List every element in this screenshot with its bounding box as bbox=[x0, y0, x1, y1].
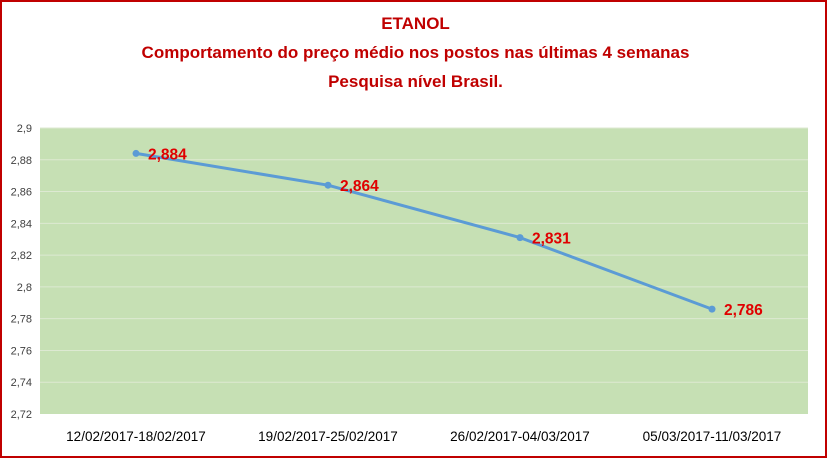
y-tick-label: 2,8 bbox=[17, 282, 32, 294]
y-tick-label: 2,74 bbox=[11, 377, 32, 389]
data-point bbox=[132, 149, 140, 157]
y-tick-label: 2,86 bbox=[11, 187, 32, 199]
x-category-label: 12/02/2017-18/02/2017 bbox=[66, 429, 206, 444]
chart-subtitle-2: Pesquisa nível Brasil. bbox=[328, 72, 503, 91]
chart-title: ETANOL bbox=[381, 14, 450, 33]
x-category-label: 05/03/2017-11/03/2017 bbox=[643, 429, 782, 444]
y-tick-label: 2,72 bbox=[11, 409, 32, 421]
plot-area bbox=[40, 128, 808, 414]
data-label: 2,864 bbox=[340, 178, 379, 195]
y-tick-label: 2,84 bbox=[11, 218, 32, 230]
data-point bbox=[708, 305, 716, 313]
data-label: 2,884 bbox=[148, 146, 187, 163]
series-line bbox=[134, 151, 714, 311]
y-tick-label: 2,88 bbox=[11, 155, 32, 167]
y-tick-label: 2,82 bbox=[11, 250, 32, 262]
y-tick-label: 2,9 bbox=[17, 123, 32, 135]
y-tick-label: 2,76 bbox=[11, 345, 32, 357]
data-point bbox=[324, 181, 332, 189]
x-category-label: 26/02/2017-04/03/2017 bbox=[450, 429, 590, 444]
data-point bbox=[516, 234, 524, 242]
chart-subtitle: Comportamento do preço médio nos postos … bbox=[141, 43, 690, 62]
data-label: 2,786 bbox=[724, 302, 763, 319]
x-category-label: 19/02/2017-25/02/2017 bbox=[258, 429, 398, 444]
y-tick-label: 2,78 bbox=[11, 314, 32, 326]
data-label: 2,831 bbox=[532, 231, 571, 248]
